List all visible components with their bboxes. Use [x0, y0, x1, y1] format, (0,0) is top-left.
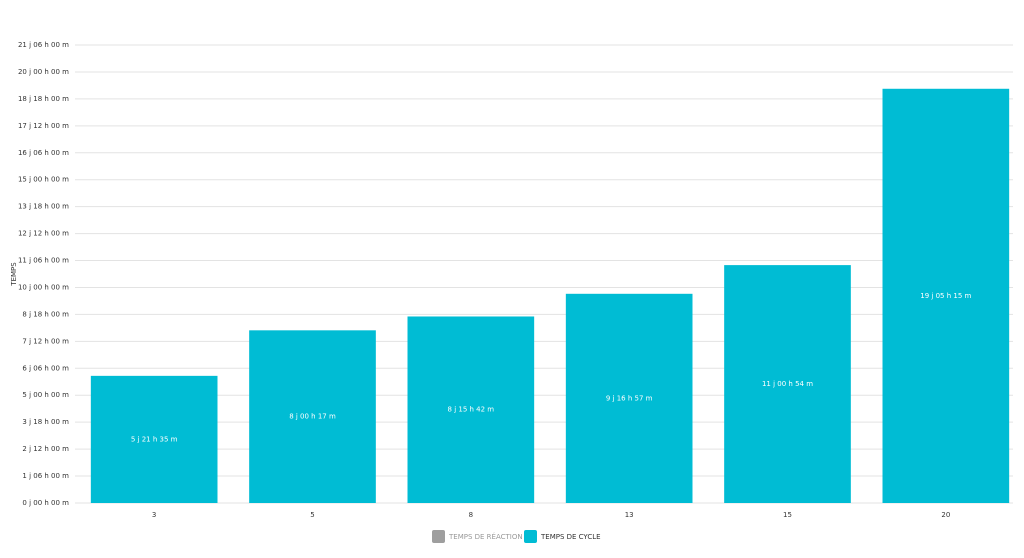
- y-tick-label: 11 j 06 h 00 m: [18, 257, 69, 265]
- bar: [565, 293, 693, 503]
- legend-label[interactable]: TEMPS DE CYCLE: [540, 533, 601, 541]
- x-tick-label: 5: [310, 511, 314, 519]
- y-tick-label: 16 j 06 h 00 m: [18, 149, 69, 157]
- value-label: 8 j 15 h 42 m: [448, 406, 495, 414]
- bar: [882, 88, 1010, 504]
- value-label: 5 j 21 h 35 m: [131, 435, 178, 443]
- y-tick-label: 3 j 18 h 00 m: [22, 418, 69, 426]
- x-tick-label: 3: [152, 511, 156, 519]
- y-tick-label: 7 j 12 h 00 m: [22, 337, 69, 345]
- bar: [724, 265, 851, 503]
- x-tick-label: 15: [783, 511, 792, 519]
- legend-label[interactable]: TEMPS DE RÉACTION: [448, 532, 523, 541]
- y-tick-label: 5 j 00 h 00 m: [22, 391, 69, 399]
- y-tick-label: 21 j 06 h 00 m: [18, 41, 69, 49]
- legend-swatch[interactable]: [524, 530, 537, 543]
- y-tick-label: 18 j 18 h 00 m: [18, 95, 69, 103]
- value-label: 9 j 16 h 57 m: [606, 394, 653, 402]
- y-tick-label: 13 j 18 h 00 m: [18, 203, 69, 211]
- y-tick-label: 17 j 12 h 00 m: [18, 122, 69, 130]
- value-label: 8 j 00 h 17 m: [289, 413, 336, 421]
- legend-swatch[interactable]: [432, 530, 445, 543]
- y-tick-label: 1 j 06 h 00 m: [22, 472, 69, 480]
- y-tick-label: 20 j 00 h 00 m: [18, 68, 69, 76]
- x-tick-label: 8: [469, 511, 473, 519]
- y-tick-label: 6 j 06 h 00 m: [22, 364, 69, 372]
- value-label: 11 j 00 h 54 m: [762, 380, 813, 388]
- x-tick-label: 20: [941, 511, 950, 519]
- bar: [90, 375, 218, 503]
- y-tick-label: 10 j 00 h 00 m: [18, 283, 69, 291]
- y-tick-label: 0 j 00 h 00 m: [22, 499, 69, 507]
- value-label: 19 j 05 h 15 m: [920, 292, 971, 300]
- bar: [407, 316, 535, 503]
- bar: [249, 330, 376, 503]
- y-tick-label: 15 j 00 h 00 m: [18, 176, 69, 184]
- x-tick-label: 13: [625, 511, 634, 519]
- y-tick-label: 2 j 12 h 00 m: [22, 445, 69, 453]
- y-tick-label: 8 j 18 h 00 m: [22, 310, 69, 318]
- y-axis-label: TEMPS: [10, 262, 18, 287]
- y-tick-label: 12 j 12 h 00 m: [18, 230, 69, 238]
